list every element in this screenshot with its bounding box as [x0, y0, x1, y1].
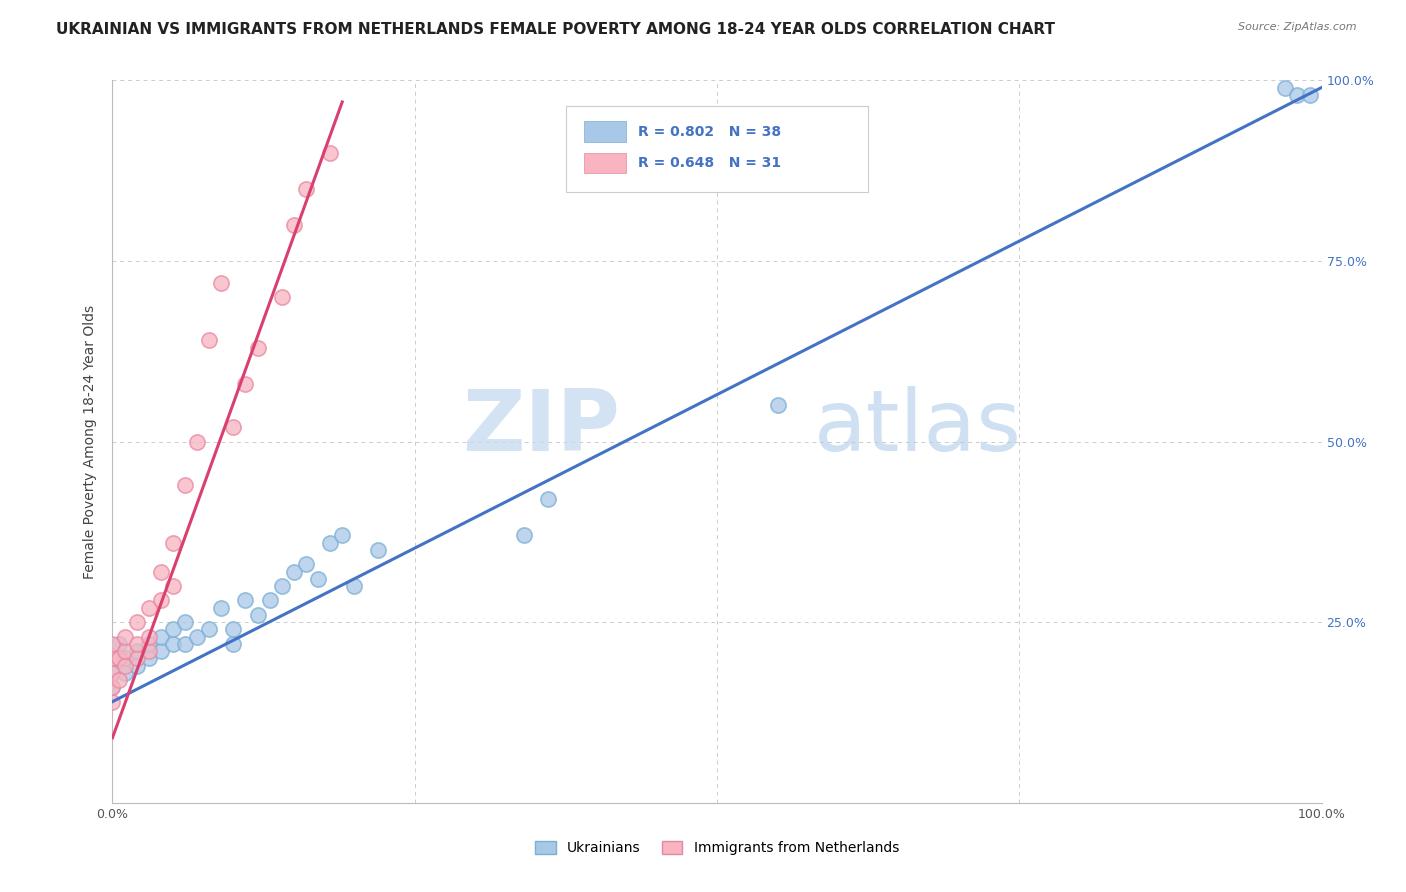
Point: [101, 695, 124, 709]
Bar: [583, 153, 626, 173]
Point: [138, 644, 160, 658]
Point: [1298, 87, 1320, 102]
Point: [295, 182, 318, 196]
Point: [101, 637, 124, 651]
Point: [283, 565, 305, 579]
Point: [101, 665, 124, 680]
Text: atlas: atlas: [814, 385, 1022, 468]
Text: Source: ZipAtlas.com: Source: ZipAtlas.com: [1239, 22, 1357, 32]
Point: [162, 623, 184, 637]
Point: [283, 218, 305, 232]
Point: [537, 492, 560, 507]
Point: [512, 528, 534, 542]
Point: [222, 623, 245, 637]
Point: [101, 680, 124, 694]
Point: [198, 623, 221, 637]
Point: [186, 434, 208, 449]
Point: [270, 579, 292, 593]
Point: [186, 630, 208, 644]
Point: [235, 376, 257, 391]
Point: [149, 630, 172, 644]
Point: [138, 630, 160, 644]
Point: [174, 478, 197, 492]
Point: [138, 637, 160, 651]
Point: [162, 579, 184, 593]
Point: [107, 637, 129, 651]
Point: [138, 600, 160, 615]
Point: [149, 593, 172, 607]
FancyBboxPatch shape: [565, 105, 868, 193]
Bar: [583, 121, 626, 142]
Point: [319, 145, 342, 160]
Point: [138, 651, 160, 665]
Point: [174, 637, 197, 651]
Point: [125, 644, 148, 658]
Point: [125, 651, 148, 665]
Point: [235, 593, 257, 607]
Point: [367, 542, 389, 557]
Point: [246, 341, 269, 355]
Point: [222, 637, 245, 651]
Point: [295, 558, 318, 572]
Point: [319, 535, 342, 549]
Point: [209, 600, 232, 615]
Point: [1286, 87, 1309, 102]
Point: [259, 593, 281, 607]
Point: [107, 651, 129, 665]
Point: [114, 658, 136, 673]
Point: [107, 673, 129, 687]
Point: [330, 528, 353, 542]
Point: [162, 637, 184, 651]
Point: [174, 615, 197, 630]
Point: [149, 644, 172, 658]
Point: [101, 651, 124, 665]
Point: [101, 680, 124, 694]
Text: R = 0.802   N = 38: R = 0.802 N = 38: [638, 125, 782, 138]
Point: [766, 398, 789, 412]
Text: ZIP: ZIP: [463, 385, 620, 468]
Point: [162, 535, 184, 549]
Point: [149, 565, 172, 579]
Point: [209, 276, 232, 290]
Point: [270, 290, 292, 304]
Point: [307, 572, 329, 586]
Point: [114, 644, 136, 658]
Text: R = 0.648   N = 31: R = 0.648 N = 31: [638, 155, 782, 169]
Point: [246, 607, 269, 622]
Point: [114, 630, 136, 644]
Point: [114, 651, 136, 665]
Point: [125, 615, 148, 630]
Point: [125, 637, 148, 651]
Point: [101, 651, 124, 665]
Point: [101, 665, 124, 680]
Legend: Ukrainians, Immigrants from Netherlands: Ukrainians, Immigrants from Netherlands: [530, 836, 904, 861]
Point: [114, 665, 136, 680]
Y-axis label: Female Poverty Among 18-24 Year Olds: Female Poverty Among 18-24 Year Olds: [83, 304, 97, 579]
Text: UKRAINIAN VS IMMIGRANTS FROM NETHERLANDS FEMALE POVERTY AMONG 18-24 YEAR OLDS CO: UKRAINIAN VS IMMIGRANTS FROM NETHERLANDS…: [56, 22, 1056, 37]
Point: [1274, 80, 1296, 95]
Point: [198, 334, 221, 348]
Point: [222, 420, 245, 434]
Point: [125, 658, 148, 673]
Point: [343, 579, 366, 593]
